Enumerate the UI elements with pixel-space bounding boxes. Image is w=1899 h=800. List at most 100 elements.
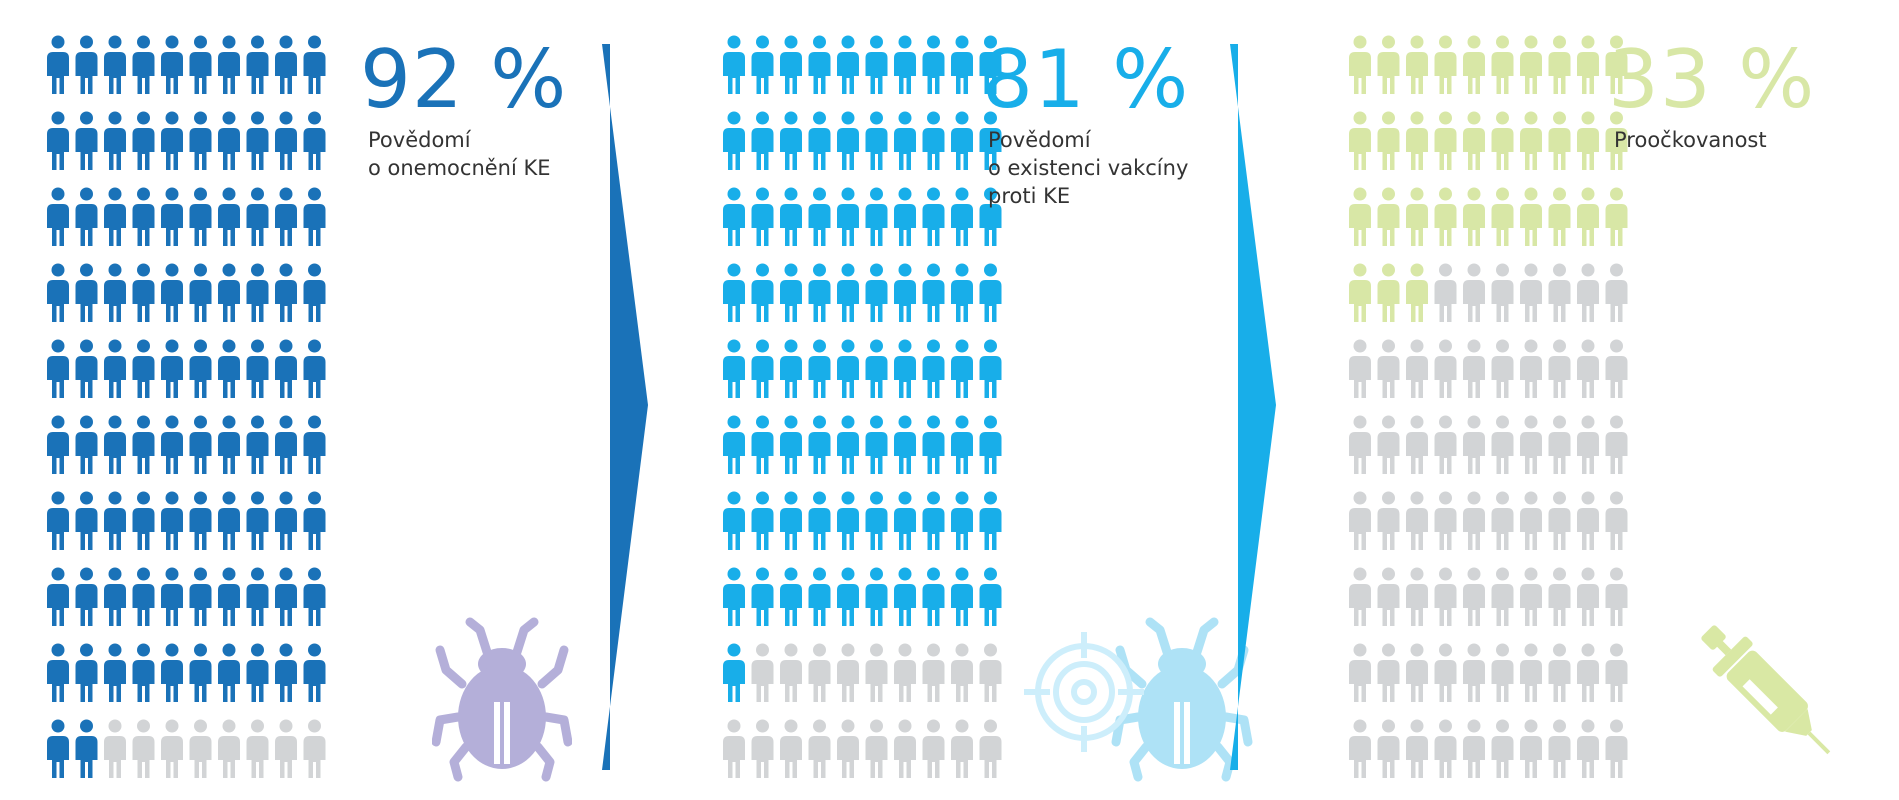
person-icon <box>1349 491 1371 550</box>
person-icon <box>1406 339 1428 398</box>
person-icon <box>47 415 69 474</box>
person-icon <box>723 35 745 94</box>
person-icon <box>303 339 326 398</box>
person-icon <box>75 491 98 550</box>
person-icon <box>723 719 745 778</box>
value-label: 81 % <box>982 33 1190 126</box>
person-icon <box>1463 643 1485 702</box>
person-icon <box>104 415 126 474</box>
person-icon <box>104 339 126 398</box>
person-icon <box>1520 263 1542 322</box>
person-icon <box>218 415 240 474</box>
caption-line: o existenci vakcíny <box>988 156 1189 180</box>
person-icon <box>780 491 802 550</box>
person-icon <box>723 491 745 550</box>
person-icon <box>922 719 945 778</box>
person-icon <box>218 263 240 322</box>
person-icon <box>751 567 774 626</box>
person-icon <box>1520 643 1542 702</box>
person-icon <box>780 415 802 474</box>
person-icon <box>922 567 945 626</box>
person-icon <box>922 339 945 398</box>
person-icon <box>161 339 183 398</box>
person-icon <box>303 643 326 702</box>
person-icon <box>723 415 745 474</box>
person-icon <box>865 187 888 246</box>
person-icon <box>1548 719 1571 778</box>
person-icon <box>979 187 1002 246</box>
person-icon <box>1491 263 1514 322</box>
person-icon <box>275 35 297 94</box>
pictogram-grid <box>47 35 326 778</box>
person-icon <box>1520 187 1542 246</box>
person-icon <box>1520 491 1542 550</box>
person-icon <box>1605 567 1628 626</box>
person-icon <box>865 263 888 322</box>
person-icon <box>1463 567 1485 626</box>
person-icon <box>780 643 802 702</box>
person-icon <box>808 415 831 474</box>
person-icon <box>47 187 69 246</box>
person-icon <box>808 491 831 550</box>
person-icon <box>894 491 916 550</box>
person-icon <box>1406 415 1428 474</box>
person-icon <box>218 719 240 778</box>
person-icon <box>246 415 269 474</box>
person-icon <box>161 187 183 246</box>
person-icon <box>1605 35 1628 94</box>
person-icon <box>837 719 859 778</box>
person-icon <box>132 567 155 626</box>
person-icon <box>894 415 916 474</box>
person-icon <box>132 719 155 778</box>
person-icon <box>1548 491 1571 550</box>
person-icon <box>837 415 859 474</box>
person-icon <box>837 339 859 398</box>
person-icon <box>1463 111 1485 170</box>
caption: Proočkovanost <box>1614 126 1854 154</box>
person-icon <box>303 491 326 550</box>
person-icon <box>275 263 297 322</box>
person-icon <box>1463 35 1485 94</box>
person-icon <box>218 339 240 398</box>
person-icon <box>47 263 69 322</box>
person-icon <box>1434 187 1457 246</box>
person-icon <box>1434 719 1457 778</box>
person-icon <box>1491 643 1514 702</box>
person-icon <box>837 111 859 170</box>
person-icon <box>1406 35 1428 94</box>
person-icon <box>837 491 859 550</box>
person-icon <box>837 35 859 94</box>
person-icon <box>161 567 183 626</box>
person-icon <box>1377 35 1400 94</box>
person-icon <box>1434 643 1457 702</box>
person-icon <box>275 567 297 626</box>
person-icon <box>75 111 98 170</box>
person-icon <box>951 111 973 170</box>
person-icon <box>275 111 297 170</box>
person-icon <box>1548 567 1571 626</box>
person-icon <box>1463 339 1485 398</box>
person-icon <box>1377 339 1400 398</box>
person-icon <box>189 187 212 246</box>
person-icon <box>189 719 212 778</box>
person-icon <box>751 491 774 550</box>
person-icon <box>723 643 745 702</box>
value-label: 92 % <box>360 33 568 126</box>
person-icon <box>979 567 1002 626</box>
person-icon <box>979 35 1002 94</box>
person-icon <box>1548 339 1571 398</box>
person-icon <box>1548 35 1571 94</box>
person-icon <box>75 415 98 474</box>
person-icon <box>1463 415 1485 474</box>
person-icon <box>865 35 888 94</box>
person-icon <box>1377 415 1400 474</box>
person-icon <box>979 415 1002 474</box>
person-icon <box>951 35 973 94</box>
person-icon <box>951 187 973 246</box>
person-icon <box>723 567 745 626</box>
person-icon <box>104 111 126 170</box>
person-icon <box>1349 35 1371 94</box>
person-icon <box>1605 491 1628 550</box>
person-icon <box>218 35 240 94</box>
person-icon <box>47 339 69 398</box>
